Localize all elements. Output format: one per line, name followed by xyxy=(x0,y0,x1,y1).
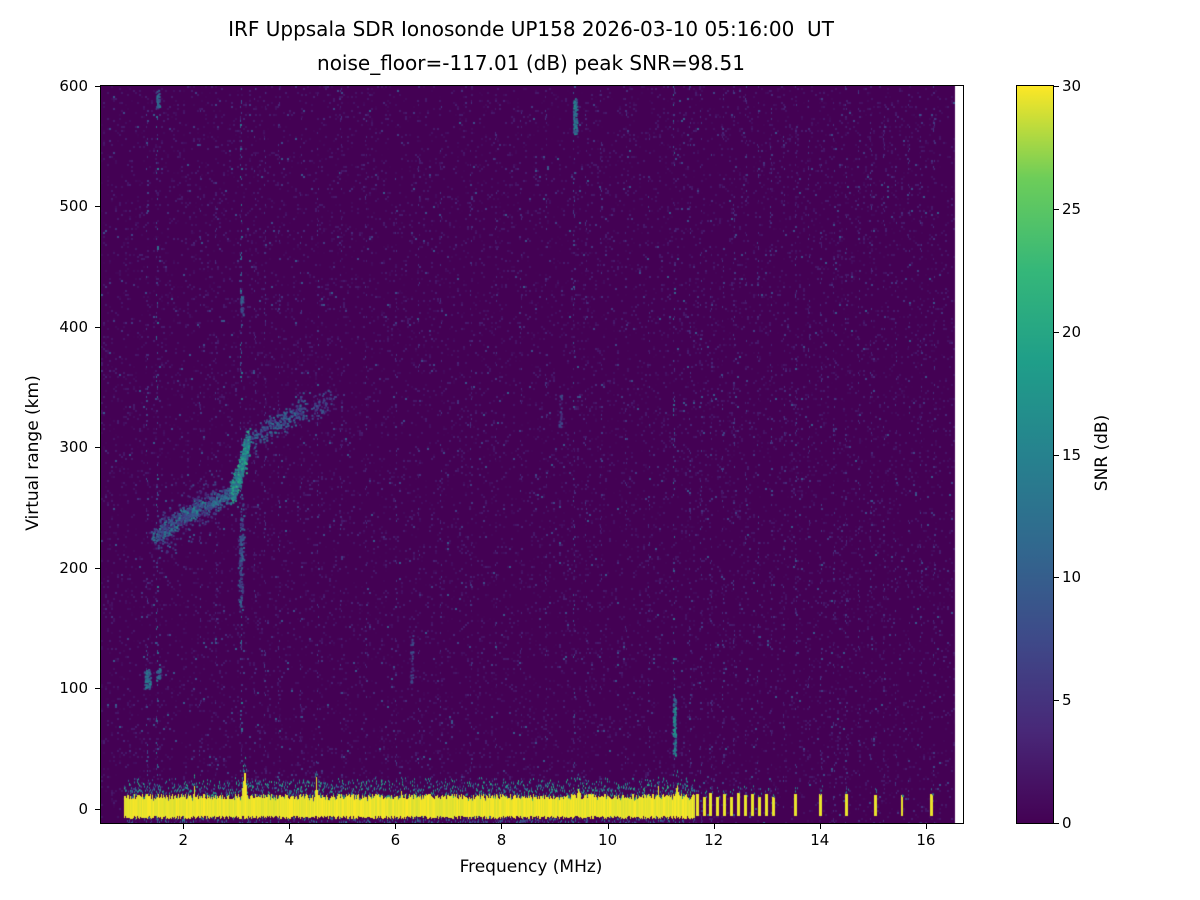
x-tick-mark xyxy=(607,824,609,829)
colorbar-tick-label: 0 xyxy=(1062,814,1072,832)
chart-title-line2: noise_floor=-117.01 (dB) peak SNR=98.51 xyxy=(317,51,745,75)
colorbar-tick-mark xyxy=(1054,700,1059,702)
y-tick-mark xyxy=(95,86,100,87)
y-tick-label: 500 xyxy=(59,197,88,216)
x-tick-label: 10 xyxy=(598,831,618,849)
colorbar-gradient xyxy=(1017,86,1053,823)
heatmap-canvas xyxy=(101,86,963,823)
x-tick-label: 2 xyxy=(178,831,188,849)
y-tick-label: 300 xyxy=(59,438,88,457)
x-tick-mark xyxy=(289,824,291,829)
y-tick-mark xyxy=(95,567,100,569)
colorbar xyxy=(1016,85,1054,824)
colorbar-tick-mark xyxy=(1054,577,1059,579)
colorbar-tick-label: 30 xyxy=(1062,77,1082,95)
y-tick-mark xyxy=(95,808,100,810)
x-axis-label: Frequency (MHz) xyxy=(459,857,603,877)
y-tick-mark xyxy=(95,688,100,690)
y-tick-mark xyxy=(95,206,100,208)
y-tick-label: 200 xyxy=(59,558,88,577)
colorbar-tick-label: 25 xyxy=(1062,199,1082,218)
heatmap-plot xyxy=(100,85,964,824)
x-tick-label: 16 xyxy=(916,831,936,849)
colorbar-tick-mark xyxy=(1054,86,1059,87)
y-tick-mark xyxy=(95,447,100,449)
y-tick-label: 0 xyxy=(78,799,88,818)
colorbar-tick-mark xyxy=(1054,208,1059,210)
y-tick-mark xyxy=(95,326,100,328)
y-tick-label: 400 xyxy=(59,317,88,336)
chart-title-line1: IRF Uppsala SDR Ionosonde UP158 2026-03-… xyxy=(228,17,834,41)
x-tick-label: 8 xyxy=(496,831,507,849)
x-tick-mark xyxy=(501,824,503,829)
colorbar-tick-label: 15 xyxy=(1062,445,1082,464)
x-tick-mark xyxy=(395,824,397,829)
x-tick-label: 4 xyxy=(284,831,295,849)
x-tick-label: 12 xyxy=(704,831,724,849)
colorbar-tick-label: 5 xyxy=(1062,691,1072,710)
colorbar-tick-mark xyxy=(1054,331,1059,333)
chart-title: IRF Uppsala SDR Ionosonde UP158 2026-03-… xyxy=(100,12,962,80)
colorbar-tick-mark xyxy=(1054,823,1059,824)
y-tick-label: 100 xyxy=(59,679,88,698)
y-tick-label: 600 xyxy=(59,77,88,95)
x-tick-mark xyxy=(713,824,715,829)
x-tick-label: 14 xyxy=(810,831,830,849)
x-tick-mark xyxy=(925,824,927,829)
colorbar-tick-label: 20 xyxy=(1062,322,1082,341)
colorbar-tick-label: 10 xyxy=(1062,568,1082,587)
x-tick-mark xyxy=(819,824,821,829)
x-tick-label: 6 xyxy=(390,831,401,849)
colorbar-tick-mark xyxy=(1054,454,1059,456)
x-tick-mark xyxy=(183,824,185,829)
